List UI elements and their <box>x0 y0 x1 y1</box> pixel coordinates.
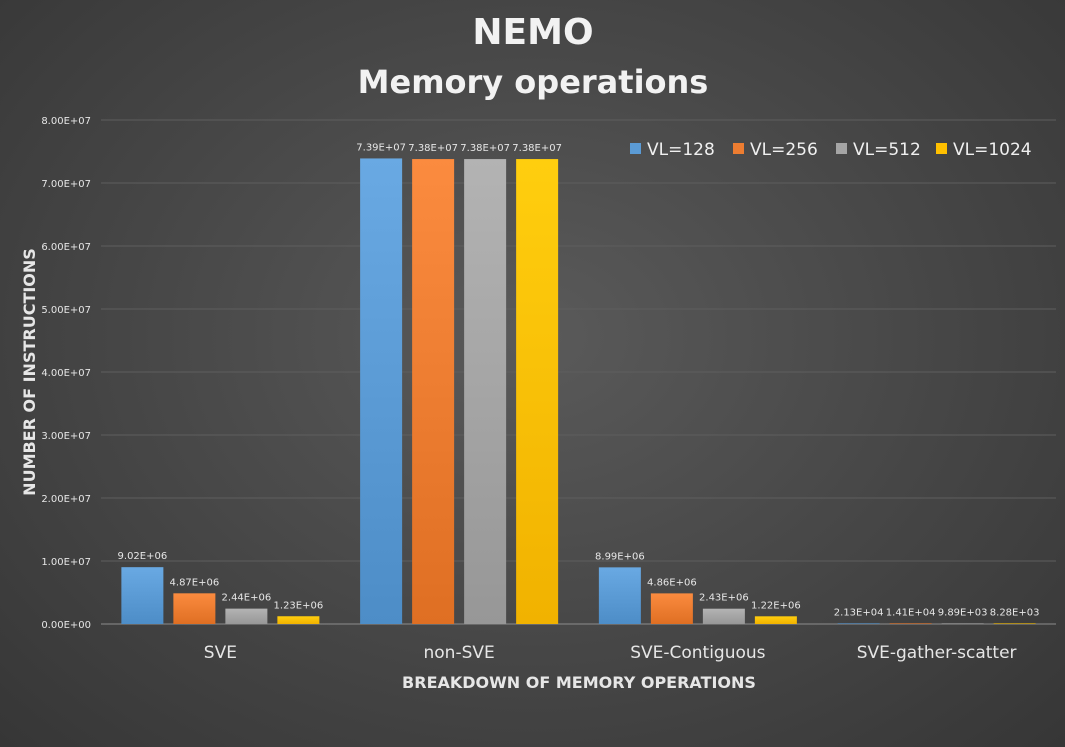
data-label: 2.13E+04 <box>834 607 884 618</box>
data-label: 4.86E+06 <box>647 577 697 588</box>
data-label: 7.38E+07 <box>460 143 510 154</box>
data-label: 1.41E+04 <box>886 607 936 618</box>
legend-swatch <box>733 143 744 154</box>
x-tick-label: SVE-Contiguous <box>630 643 765 663</box>
x-tick-label: SVE <box>204 643 237 663</box>
bar <box>225 608 268 624</box>
bar <box>941 623 984 624</box>
bar <box>650 593 693 624</box>
bar <box>702 608 745 624</box>
data-label: 9.89E+03 <box>938 607 988 618</box>
data-label: 2.43E+06 <box>699 593 749 604</box>
y-axis-ticks: 0.00E+00 1.00E+07 2.00E+07 3.00E+07 4.00E+07… <box>41 116 91 631</box>
data-label: 8.99E+06 <box>595 551 645 562</box>
y-tick-label: 0.00E+00 <box>41 620 91 631</box>
bar <box>837 623 880 624</box>
data-label: 4.87E+06 <box>170 577 220 588</box>
x-tick-label: SVE-gather-scatter <box>857 643 1017 663</box>
bar <box>464 159 507 624</box>
data-label: 7.38E+07 <box>512 143 562 154</box>
y-tick-label: 8.00E+07 <box>41 116 91 127</box>
data-label: 1.22E+06 <box>751 600 801 611</box>
bar <box>754 616 797 624</box>
bar <box>889 623 932 624</box>
data-label: 7.38E+07 <box>408 143 458 154</box>
y-tick-label: 5.00E+07 <box>41 305 91 316</box>
legend: VL=128 VL=256 VL=512 VL=1024 <box>630 140 1032 160</box>
bar <box>598 567 641 624</box>
y-tick-label: 7.00E+07 <box>41 179 91 190</box>
bar <box>993 623 1036 624</box>
bar <box>121 567 164 624</box>
legend-swatch <box>936 143 947 154</box>
x-tick-label: non-SVE <box>424 643 495 663</box>
legend-entry: VL=128 <box>647 140 715 160</box>
chart-title: NEMO <box>472 12 593 53</box>
bar <box>277 616 320 624</box>
legend-entry: VL=1024 <box>953 140 1032 160</box>
data-labels: 9.02E+06 4.87E+062.44E+061.23E+06 7.39E+07… <box>118 142 1040 618</box>
y-tick-label: 4.00E+07 <box>41 368 91 379</box>
bar <box>412 159 455 624</box>
data-label: 2.44E+06 <box>222 593 272 604</box>
bar <box>173 593 216 624</box>
data-label: 7.39E+07 <box>356 142 406 153</box>
x-axis-ticks: SVE non-SVE SVE-Contiguous SVE-gather-scatt… <box>204 643 1017 663</box>
bars <box>121 158 1036 624</box>
y-tick-label: 1.00E+07 <box>41 557 91 568</box>
chart-subtitle: Memory operations <box>358 63 709 101</box>
data-label: 8.28E+03 <box>990 607 1040 618</box>
data-label: 1.23E+06 <box>274 600 324 611</box>
x-axis-title: BREAKDOWN OF MEMORY OPERATIONS <box>402 673 756 692</box>
data-label: 9.02E+06 <box>118 551 168 562</box>
bar <box>516 159 559 624</box>
legend-swatch <box>630 143 641 154</box>
legend-entry: VL=512 <box>853 140 921 160</box>
y-tick-label: 3.00E+07 <box>41 431 91 442</box>
y-tick-label: 2.00E+07 <box>41 494 91 505</box>
y-axis-title: NUMBER OF INSTRUCTIONS <box>20 248 39 496</box>
gridlines <box>101 119 1056 625</box>
legend-swatch <box>836 143 847 154</box>
bar <box>360 158 403 624</box>
y-tick-label: 6.00E+07 <box>41 242 91 253</box>
legend-entry: VL=256 <box>750 140 818 160</box>
